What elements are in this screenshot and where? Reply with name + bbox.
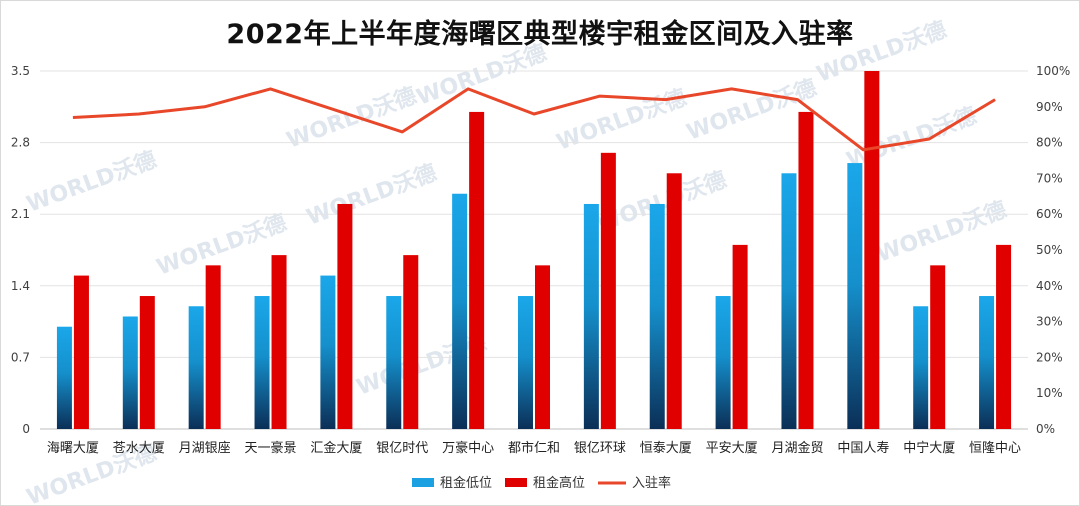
legend-label-high: 租金高位	[533, 475, 585, 491]
legend-swatch-high	[505, 478, 527, 487]
bar-high	[73, 275, 89, 429]
bar-high	[403, 255, 419, 429]
x-tick-label: 万豪中心	[442, 440, 494, 456]
bar-low	[254, 296, 270, 429]
y-right-tick-label: 40%	[1036, 279, 1063, 293]
x-tick-label: 汇金大厦	[310, 440, 362, 456]
bar-low	[452, 193, 468, 429]
bar-high	[535, 265, 550, 429]
bar-high	[798, 111, 814, 430]
y-left-tick-label: 2.1	[11, 207, 30, 221]
bar-low	[847, 163, 863, 430]
x-tick-label: 天一豪景	[245, 440, 297, 456]
y-right-tick-label: 20%	[1036, 350, 1063, 364]
legend-label-low: 租金低位	[440, 475, 492, 491]
bar-high	[732, 244, 748, 429]
bar-high	[337, 203, 353, 429]
chart-title: 2022年上半年度海曙区典型楼宇租金区间及入驻率	[226, 19, 854, 50]
y-right-tick-label: 70%	[1036, 171, 1063, 185]
x-tick-label: 月湖银座	[179, 441, 231, 456]
y-left-tick-label: 0.7	[11, 350, 30, 364]
bar-low	[715, 296, 731, 429]
bar-high	[469, 111, 485, 430]
y-left-tick-label: 3.5	[11, 64, 30, 78]
y-right-tick-label: 30%	[1036, 315, 1063, 329]
y-left-tick-label: 0	[22, 422, 30, 436]
bar-low	[188, 306, 204, 429]
x-tick-label: 中宁大厦	[903, 440, 955, 456]
legend-label-rate: 入驻率	[632, 475, 671, 491]
bar-high	[271, 255, 287, 429]
bar-low	[518, 296, 533, 429]
bar-low	[649, 203, 665, 429]
y-right-tick-label: 100%	[1036, 64, 1070, 78]
x-tick-label: 苍水大厦	[113, 441, 165, 456]
bar-high	[930, 265, 946, 429]
bar-low	[781, 173, 797, 429]
y-right-tick-label: 90%	[1036, 100, 1063, 114]
bar-low	[56, 326, 72, 429]
x-tick-label: 月湖金贸	[771, 440, 823, 456]
bar-low	[122, 316, 138, 429]
y-right-tick-label: 50%	[1036, 243, 1063, 257]
line-series-occupancy	[72, 87, 996, 152]
bar-low	[386, 296, 402, 429]
y-left-tick-label: 1.4	[11, 279, 30, 293]
watermark: WORLD沃德	[873, 197, 1010, 268]
y-right-tick-label: 60%	[1036, 207, 1063, 221]
bar-high	[205, 265, 221, 429]
x-tick-label: 都市仁和	[508, 440, 560, 456]
bar-high	[996, 244, 1012, 429]
bar-high	[666, 173, 682, 429]
watermark: WORLD沃德	[413, 40, 550, 111]
x-tick-label: 中国人寿	[837, 441, 889, 456]
watermark: WORLD沃德	[813, 17, 950, 88]
x-tick-label: 恒隆中心	[969, 441, 1021, 456]
bar-high	[864, 71, 880, 429]
y-right-tick-label: 80%	[1036, 136, 1063, 150]
watermark: WORLD沃德	[303, 160, 440, 231]
x-tick-label: 银亿时代	[376, 441, 428, 456]
watermark: WORLD沃德	[553, 85, 690, 156]
bar-low	[979, 296, 995, 429]
bar-high	[600, 152, 616, 430]
bar-low	[913, 306, 929, 429]
bar-low	[583, 203, 599, 429]
watermark: WORLD沃德	[843, 103, 980, 174]
y-right-tick-label: 10%	[1036, 386, 1063, 400]
bar-high	[139, 296, 155, 429]
x-tick-label: 银亿环球	[574, 441, 626, 456]
x-tick-label: 海曙大厦	[47, 441, 99, 456]
watermark: WORLD沃德	[153, 210, 290, 281]
y-right-tick-label: 0%	[1036, 422, 1055, 436]
watermark: WORLD沃德	[23, 147, 160, 218]
legend-swatch-low	[412, 478, 434, 487]
bar-low	[320, 275, 336, 429]
x-tick-label: 恒泰大厦	[640, 441, 692, 456]
x-tick-label: 平安大厦	[706, 441, 758, 456]
y-left-tick-label: 2.8	[11, 136, 30, 150]
